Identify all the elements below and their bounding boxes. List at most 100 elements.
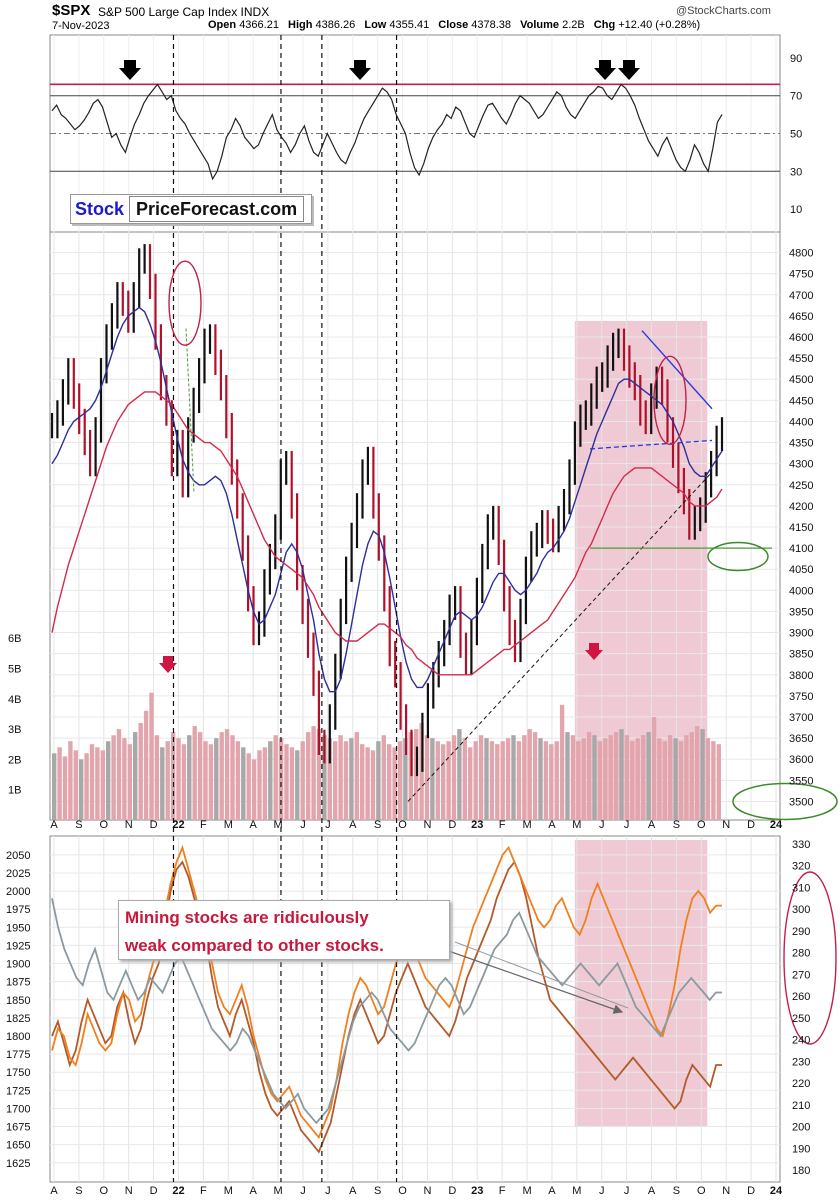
site-logo[interactable]: Stock PriceForecast.com [70, 194, 312, 224]
miners-right-tick-label: 210 [792, 1100, 810, 1112]
miners-left-tick-label: 1950 [6, 922, 30, 934]
volume-bar [224, 729, 230, 820]
x-tick-label: J [300, 819, 306, 831]
volume-bar [84, 753, 89, 820]
x-tick-label: S [75, 819, 82, 831]
x-tick-label: N [125, 1185, 133, 1197]
volume-bar [133, 732, 138, 820]
miners-left-tick-label: 1925 [6, 940, 30, 952]
volume-bar [57, 747, 62, 820]
red-down-arrow-icon [159, 656, 177, 673]
x-tick-label: M [522, 819, 531, 831]
volume-bar [349, 738, 354, 820]
blue-dashed-neckline [589, 439, 713, 450]
x-tick-label: M [273, 819, 282, 831]
down-arrow-icon [119, 60, 141, 80]
price-tick-label: 4350 [789, 438, 813, 450]
volume-bar [495, 744, 500, 820]
volume-bar [527, 729, 532, 820]
volume-bar [662, 741, 667, 820]
volume-bar [316, 729, 322, 820]
volume-bar [441, 744, 446, 820]
volume-bar [716, 744, 721, 820]
rsi-tick-label: 70 [790, 91, 802, 103]
volume-bar [354, 732, 359, 820]
x-tick-label: 23 [471, 819, 483, 831]
x-tick-label: A [349, 1185, 357, 1197]
miners-right-tick-label: 280 [792, 948, 810, 960]
miners-left-tick-label: 1825 [6, 1013, 30, 1025]
volume-bar [673, 738, 678, 820]
volume-bar [295, 750, 300, 820]
miners-right-tick-label: 310 [792, 882, 810, 894]
volume-bar [435, 741, 440, 820]
annotations [119, 35, 838, 1182]
volume-bar [262, 747, 268, 820]
volume-bar [646, 732, 651, 820]
red-ellipse [168, 260, 202, 346]
rsi-tick-label: 50 [790, 129, 802, 141]
price-tick-label: 3650 [789, 733, 813, 745]
volume-bar [95, 747, 100, 820]
volume-bar [300, 741, 305, 820]
price-tick-label: 3500 [789, 796, 813, 808]
volume-tick-label: 3B [8, 724, 21, 736]
miners-line [51, 898, 722, 1125]
x-tick-label: M [224, 1185, 233, 1197]
price-tick-label: 4700 [789, 290, 813, 302]
price-tick-label: 3850 [789, 649, 813, 661]
volume-bar [149, 692, 154, 820]
volume-bar [322, 735, 327, 820]
x-tick-label: D [150, 819, 158, 831]
volume-bar [624, 735, 630, 820]
volume-bar [68, 741, 73, 820]
x-tick-label: O [100, 819, 109, 831]
miners-left-tick-label: 1625 [6, 1158, 30, 1170]
miners-left-tick-label: 1900 [6, 959, 30, 971]
volume-bar [430, 738, 435, 820]
price-tick-label: 4200 [789, 501, 813, 513]
credit[interactable]: @StockCharts.com [676, 5, 771, 17]
volume-bar [446, 741, 451, 820]
miners-right-tick-label: 220 [792, 1078, 810, 1090]
volume-bar [505, 738, 511, 820]
volume-bar [241, 747, 246, 820]
miners-right-tick-label: 250 [792, 1013, 810, 1025]
volume-bar [597, 741, 603, 820]
volume-bar [197, 732, 203, 820]
rsi-panel [50, 83, 780, 181]
price-tick-label: 4650 [789, 311, 813, 323]
volume-bar [106, 741, 111, 820]
volume-bar [306, 732, 311, 820]
volume-bar [289, 747, 295, 820]
volume-bar [549, 744, 554, 820]
x-tick-label: O [697, 819, 706, 831]
volume-bar [457, 729, 462, 820]
volume-bar [581, 738, 586, 820]
x-tick-label: 24 [770, 1185, 783, 1197]
x-tick-label: M [522, 1185, 531, 1197]
volume-tick-label: 2B [8, 754, 21, 766]
volume-tick-label: 6B [8, 633, 21, 645]
red-ellipse [783, 871, 837, 1045]
volume-bar [484, 738, 489, 820]
miners-right-tick-label: 290 [792, 926, 810, 938]
miners-frame [49, 835, 781, 1183]
x-tick-label: D [150, 1185, 158, 1197]
volume-bar [489, 741, 495, 820]
volume-bar [657, 738, 662, 820]
volume-bar [608, 735, 613, 820]
price-tick-label: 4800 [789, 248, 813, 260]
volume-bar [678, 741, 684, 820]
volume-bar [586, 732, 592, 820]
volume-bar [343, 741, 349, 820]
volume-bar [668, 735, 673, 820]
close-label: Close [438, 19, 469, 31]
volume-bar [462, 738, 467, 820]
x-tick-label: A [250, 819, 258, 831]
x-tick-label: O [100, 1185, 109, 1197]
volume-bar [127, 744, 132, 820]
x-tick-label: O [697, 1185, 706, 1197]
down-arrow-icon [594, 60, 616, 80]
